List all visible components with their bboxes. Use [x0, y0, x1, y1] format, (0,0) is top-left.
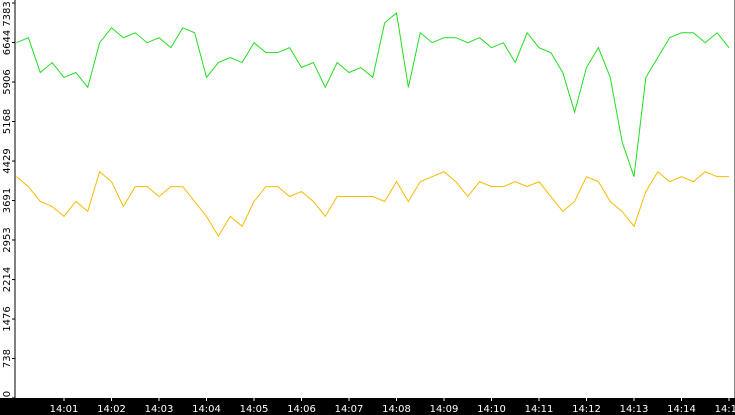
x-tick-label: 14:07 [335, 404, 364, 415]
y-tick-label: 0 [2, 391, 13, 397]
y-tick-label: 738 [2, 349, 13, 368]
y-tick-label: 5168 [2, 109, 13, 134]
y-tick-label: 5906 [2, 69, 13, 94]
x-tick-label: 14:13 [620, 404, 649, 415]
y-tick-label: 2953 [2, 227, 13, 252]
x-tick-label: 14:06 [287, 404, 316, 415]
x-tick-label: 14:03 [145, 404, 174, 415]
series-line [16, 170, 729, 238]
x-tick-label: 14:14 [667, 404, 696, 415]
y-tick-label: 4429 [2, 148, 13, 173]
x-tick-label: 14:05 [240, 404, 269, 415]
x-tick-label: 14:11 [525, 404, 554, 415]
x-tick-label: 14:02 [97, 404, 126, 415]
x-tick-label: 14:10 [477, 404, 506, 415]
x-tick-label: 14:15 [715, 404, 735, 415]
x-tick-label: 14:12 [572, 404, 601, 415]
y-tick-label: 7383 [2, 1, 13, 26]
x-tick-label: 14:09 [430, 404, 459, 415]
y-tick-label: 2214 [2, 267, 13, 292]
series-line [16, 12, 730, 177]
y-tick-label: 1476 [2, 306, 13, 331]
y-tick-label: 6644 [2, 30, 13, 55]
y-tick-label: 3691 [2, 188, 13, 213]
x-tick-label: 14:01 [50, 404, 79, 415]
x-tick-label: 14:08 [382, 404, 411, 415]
x-axis-bar [0, 398, 735, 415]
x-tick-label: 14:04 [192, 404, 221, 415]
